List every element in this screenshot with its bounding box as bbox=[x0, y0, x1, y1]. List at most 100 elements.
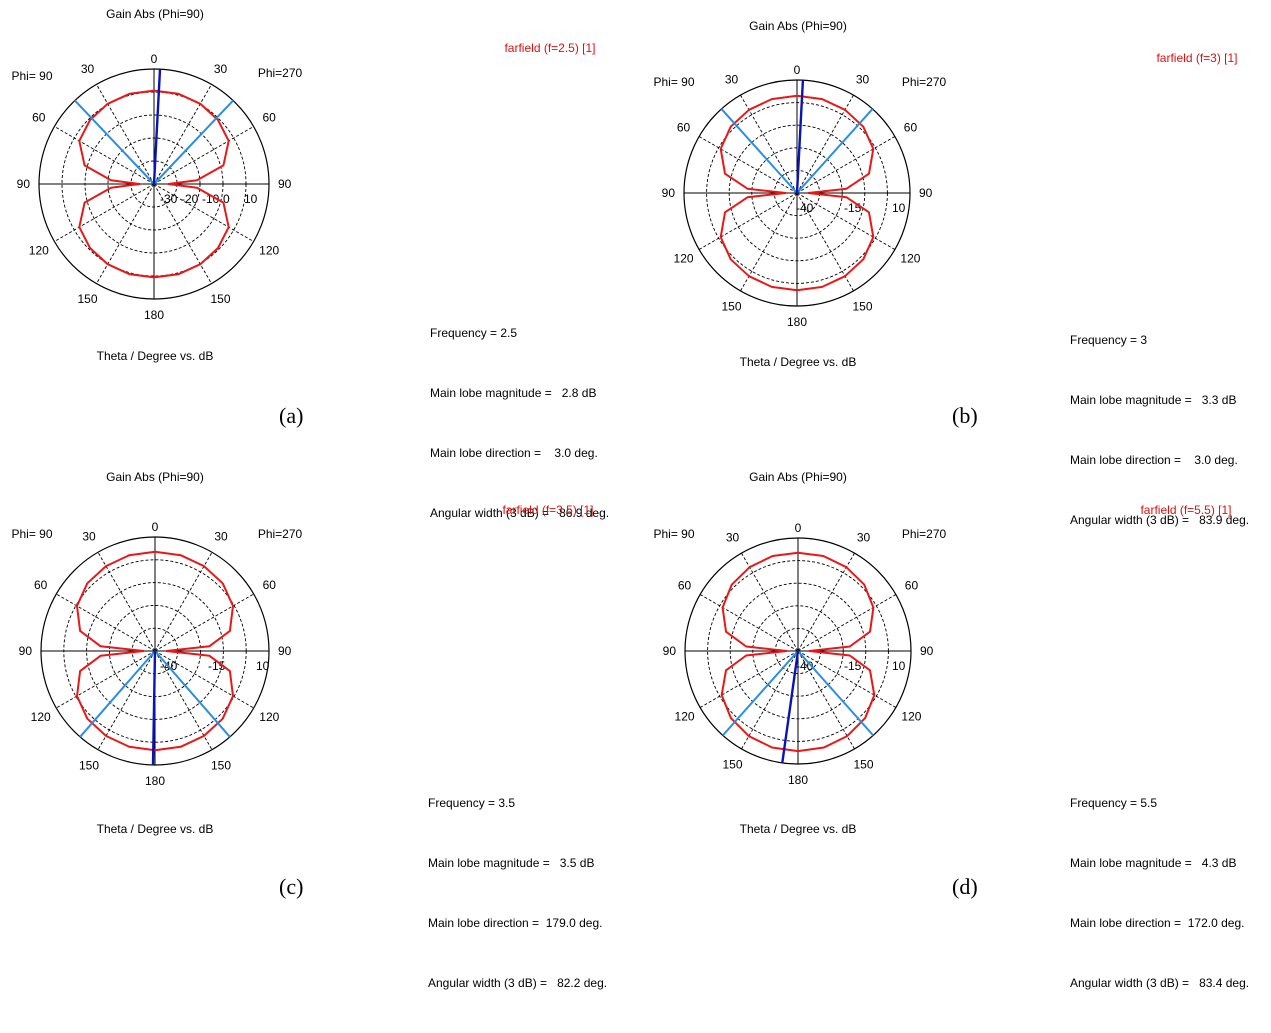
angle-tick-30-right: 30 bbox=[214, 530, 228, 544]
beam-width-line bbox=[154, 650, 231, 738]
panel-c: Gain Abs (Phi=90) farfield (f=3.5) [1] 0… bbox=[0, 451, 636, 990]
beam-width-line bbox=[797, 650, 874, 737]
pattern-marks bbox=[74, 69, 234, 279]
radial-tick-label: 10 bbox=[244, 192, 258, 206]
polar-grid bbox=[683, 79, 911, 307]
angle-tick-120-left: 120 bbox=[29, 244, 49, 258]
info-width: Angular width (3 dB) = 82.2 deg. bbox=[428, 976, 608, 990]
angle-tick-30-right: 30 bbox=[857, 531, 871, 545]
grid-spoke bbox=[153, 183, 212, 284]
angle-tick-180: 180 bbox=[787, 315, 807, 329]
radial-tick-label: 10 bbox=[892, 201, 906, 215]
radial-tick-label: -30 bbox=[160, 192, 178, 206]
info-block: Frequency = 5.5 Main lobe magnitude = 4.… bbox=[1070, 753, 1249, 1033]
info-magnitude: Main lobe magnitude = 3.3 dB bbox=[1070, 393, 1237, 407]
beam-width-line bbox=[796, 108, 874, 194]
info-width: Angular width (3 dB) = 83.4 deg. bbox=[1070, 976, 1250, 990]
radial-tick-label: 10 bbox=[256, 659, 270, 673]
phi-right-label: Phi=270 bbox=[258, 66, 303, 80]
chart-title: Gain Abs (Phi=90) bbox=[106, 470, 204, 484]
info-frequency: Frequency = 3.5 bbox=[428, 796, 516, 810]
panel-caption: (a) bbox=[279, 403, 304, 428]
info-block: Frequency = 3 Main lobe magnitude = 3.3 … bbox=[1070, 290, 1249, 570]
grid-spoke bbox=[154, 593, 254, 652]
angle-tick-150-right: 150 bbox=[853, 757, 873, 771]
legend-label: farfield (f=2.5) [1] bbox=[504, 41, 595, 55]
grid-spoke bbox=[797, 552, 855, 652]
angle-tick-180: 180 bbox=[145, 774, 165, 788]
angle-ticks: 0 180 90 90 30 30 60 60 120 120 150 150 bbox=[19, 520, 292, 788]
polar-chart-b: Gain Abs (Phi=90) farfield (f=3) [1] 0 18… bbox=[653, 19, 1237, 369]
grid-spoke bbox=[796, 192, 896, 250]
angle-tick-90-left: 90 bbox=[662, 186, 676, 200]
grid-spoke bbox=[797, 650, 855, 750]
grid-spoke bbox=[741, 552, 799, 652]
main-lobe-line bbox=[152, 69, 162, 185]
gain-pattern-line bbox=[719, 94, 875, 292]
grid-spoke bbox=[154, 650, 254, 709]
angle-ticks: 0 180 90 90 30 30 60 60 120 120 150 150 bbox=[17, 52, 292, 322]
grid-spoke bbox=[699, 650, 799, 708]
phi-left-label: Phi= 90 bbox=[653, 527, 694, 541]
angle-tick-90-right: 90 bbox=[920, 644, 934, 658]
angle-tick-180: 180 bbox=[144, 308, 164, 322]
beam-width-line bbox=[153, 99, 234, 185]
grid-spoke bbox=[796, 192, 854, 292]
info-magnitude: Main lobe magnitude = 3.5 dB bbox=[428, 856, 595, 870]
grid-spoke bbox=[796, 94, 854, 194]
angle-tick-30-left: 30 bbox=[82, 530, 96, 544]
radial-tick-label: -20 bbox=[181, 192, 199, 206]
angle-tick-0: 0 bbox=[152, 520, 159, 534]
gain-pattern-line bbox=[720, 551, 876, 753]
angle-tick-60-left: 60 bbox=[34, 578, 48, 592]
angle-tick-30-left: 30 bbox=[81, 62, 95, 76]
x-axis-label: Theta / Degree vs. dB bbox=[740, 355, 857, 369]
angle-tick-0: 0 bbox=[794, 63, 801, 77]
chart-title: Gain Abs (Phi=90) bbox=[749, 19, 847, 33]
polar-chart-a: Gain Abs (Phi=90) farfield (f=2.5) [1] 0… bbox=[11, 7, 595, 363]
info-width: Angular width (3 dB) = 83.9 deg. bbox=[1070, 513, 1250, 527]
angle-tick-120-left: 120 bbox=[675, 710, 695, 724]
angle-tick-90-left: 90 bbox=[17, 177, 31, 191]
radial-tick-label: -15 bbox=[844, 201, 862, 215]
angle-tick-120-right: 120 bbox=[259, 710, 279, 724]
phi-right-label: Phi=270 bbox=[902, 527, 947, 541]
beam-width-line bbox=[79, 650, 156, 738]
phi-left-label: Phi= 90 bbox=[11, 69, 52, 83]
grid-spoke bbox=[97, 650, 156, 750]
info-magnitude: Main lobe magnitude = 2.8 dB bbox=[430, 386, 597, 400]
grid-spoke bbox=[153, 183, 254, 242]
phi-left-label: Phi= 90 bbox=[11, 527, 52, 541]
angle-tick-0: 0 bbox=[151, 52, 158, 66]
legend-label: farfield (f=3.5) [1] bbox=[502, 503, 593, 517]
grid-spoke bbox=[54, 183, 155, 242]
angle-tick-60-left: 60 bbox=[678, 579, 692, 593]
grid-spoke bbox=[698, 192, 798, 250]
angle-tick-150-right: 150 bbox=[852, 299, 872, 313]
angle-tick-30-right: 30 bbox=[214, 62, 228, 76]
angle-tick-60-right: 60 bbox=[905, 579, 919, 593]
grid-spoke bbox=[153, 126, 254, 185]
angle-tick-150-right: 150 bbox=[211, 758, 231, 772]
grid-spoke bbox=[741, 650, 799, 750]
main-lobe-line bbox=[795, 80, 805, 194]
angle-tick-150-left: 150 bbox=[721, 299, 741, 313]
grid-spoke bbox=[698, 136, 798, 194]
angle-tick-90-left: 90 bbox=[19, 644, 33, 658]
angle-tick-180: 180 bbox=[788, 773, 808, 787]
radial-tick-label: -40 bbox=[796, 201, 814, 215]
radial-tick-label: -15 bbox=[208, 659, 226, 673]
angle-tick-120-left: 120 bbox=[31, 710, 51, 724]
info-frequency: Frequency = 3 bbox=[1070, 333, 1148, 347]
grid-spoke bbox=[699, 594, 799, 652]
grid-spoke bbox=[796, 136, 896, 194]
legend-label: farfield (f=3) [1] bbox=[1156, 51, 1237, 65]
grid-spoke bbox=[96, 183, 155, 284]
info-direction: Main lobe direction = 179.0 deg. bbox=[428, 916, 603, 930]
chart-title: Gain Abs (Phi=90) bbox=[749, 470, 847, 484]
angle-tick-150-left: 150 bbox=[722, 757, 742, 771]
angle-tick-120-left: 120 bbox=[674, 252, 694, 266]
angle-tick-30-left: 30 bbox=[726, 531, 740, 545]
angle-tick-0: 0 bbox=[795, 521, 802, 535]
